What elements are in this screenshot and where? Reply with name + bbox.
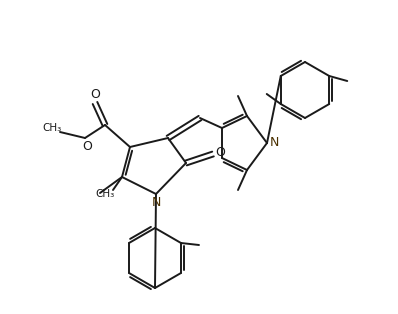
Text: O: O bbox=[82, 139, 92, 153]
Text: N: N bbox=[269, 137, 279, 149]
Text: O: O bbox=[215, 147, 225, 160]
Text: O: O bbox=[90, 89, 100, 101]
Text: CH₃: CH₃ bbox=[42, 123, 62, 133]
Text: N: N bbox=[151, 196, 161, 208]
Text: CH₃: CH₃ bbox=[96, 189, 115, 199]
